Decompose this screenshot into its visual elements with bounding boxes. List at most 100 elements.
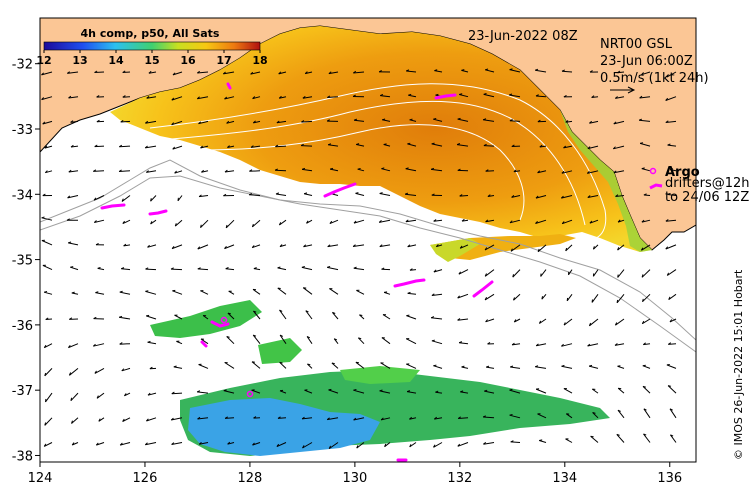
current-vector (511, 195, 521, 198)
current-vector (613, 170, 625, 174)
current-vector (44, 417, 53, 426)
current-vector-head (355, 192, 359, 194)
current-vector-head (147, 244, 150, 248)
current-vector (224, 244, 235, 250)
current-vector (249, 194, 261, 196)
current-vector-head (306, 220, 309, 224)
current-vector-head (431, 142, 435, 145)
current-vector (565, 244, 573, 252)
current-vector (197, 268, 209, 271)
current-vector-head (274, 168, 279, 171)
current-vector-head (94, 144, 98, 148)
current-vector-head (251, 361, 256, 363)
current-vector-head (122, 220, 125, 224)
current-vector-head (617, 409, 621, 412)
current-vector (93, 170, 105, 172)
current-vector-head (563, 145, 567, 149)
current-vector-head (509, 388, 513, 391)
current-vector-head (484, 389, 488, 392)
current-vector (535, 388, 547, 394)
current-vector (459, 94, 469, 98)
current-vector-head (592, 246, 595, 250)
current-vector (328, 442, 339, 450)
current-vector (615, 195, 625, 197)
current-vector-head (404, 192, 409, 195)
y-tick-label: -34 (12, 188, 33, 203)
current-vector-head (41, 97, 45, 100)
current-vector-head (302, 96, 306, 99)
current-vector-head (327, 143, 332, 146)
current-vector (461, 366, 469, 369)
current-vector-head (512, 274, 514, 278)
current-vector (252, 334, 261, 345)
current-vector (380, 362, 391, 369)
current-vector-head (482, 118, 487, 121)
current-vector-head (641, 320, 645, 324)
x-tick-label: 134 (552, 471, 577, 486)
current-vector-head (329, 220, 333, 224)
vector-scale: 0.5m/s (1kt 24h) (600, 71, 709, 86)
current-vector (616, 434, 625, 443)
current-vector-head (278, 95, 282, 99)
current-vector-head (537, 170, 541, 174)
sst-patch-green (150, 300, 262, 338)
current-vector (509, 94, 521, 98)
current-vector (615, 96, 625, 99)
current-vector-head (409, 118, 413, 121)
current-vector (70, 392, 79, 402)
current-vector (433, 118, 443, 122)
current-vector-head (41, 216, 45, 219)
current-vector-head (458, 271, 462, 275)
current-vector-head (147, 340, 151, 343)
current-vector (279, 219, 287, 226)
current-vector (510, 366, 521, 369)
current-vector-head (44, 170, 48, 174)
current-vector-head (328, 388, 332, 391)
current-vector-head (409, 444, 412, 448)
sst-filament-edge (430, 238, 480, 262)
current-vector (224, 362, 235, 369)
current-vector-head (617, 274, 619, 278)
current-vector (588, 365, 599, 369)
current-vector-head (197, 70, 200, 74)
current-vector (145, 120, 157, 124)
current-vector-head (406, 314, 410, 317)
current-vector-head (431, 293, 435, 296)
current-vector (643, 343, 651, 346)
current-vector-head (171, 122, 175, 126)
current-vector-head (171, 442, 175, 445)
current-vector-head (93, 197, 97, 201)
current-vector-head (326, 417, 330, 421)
current-vector (43, 442, 53, 447)
current-vector-head (196, 96, 200, 100)
current-vector-head (248, 193, 253, 196)
current-vector-head (197, 246, 201, 250)
current-vector-head (118, 315, 123, 318)
current-vector-head (405, 219, 409, 223)
current-vector (197, 417, 209, 420)
current-vector-head (563, 322, 566, 326)
current-vector-head (42, 121, 46, 125)
current-vector-head (97, 267, 101, 269)
current-vector-head (71, 420, 73, 424)
current-vector-head (251, 389, 255, 391)
current-vector (333, 338, 339, 345)
current-vector (67, 195, 79, 199)
current-vector (562, 219, 573, 225)
current-vector (409, 417, 417, 420)
colorbar-tick-label: 14 (108, 54, 124, 67)
current-vector-head (94, 370, 97, 374)
current-vector-head (119, 290, 123, 293)
current-vector-head (250, 71, 254, 75)
current-vector (591, 294, 599, 303)
current-vector (535, 366, 547, 369)
current-vector-head (457, 117, 461, 120)
current-vector (642, 386, 651, 394)
current-vector-head (93, 169, 97, 172)
current-vector-head (643, 408, 647, 411)
current-vector (121, 268, 131, 271)
current-vector (617, 244, 625, 251)
current-vector (225, 219, 235, 229)
current-vector-head (457, 168, 461, 171)
current-vector-head (641, 167, 645, 170)
